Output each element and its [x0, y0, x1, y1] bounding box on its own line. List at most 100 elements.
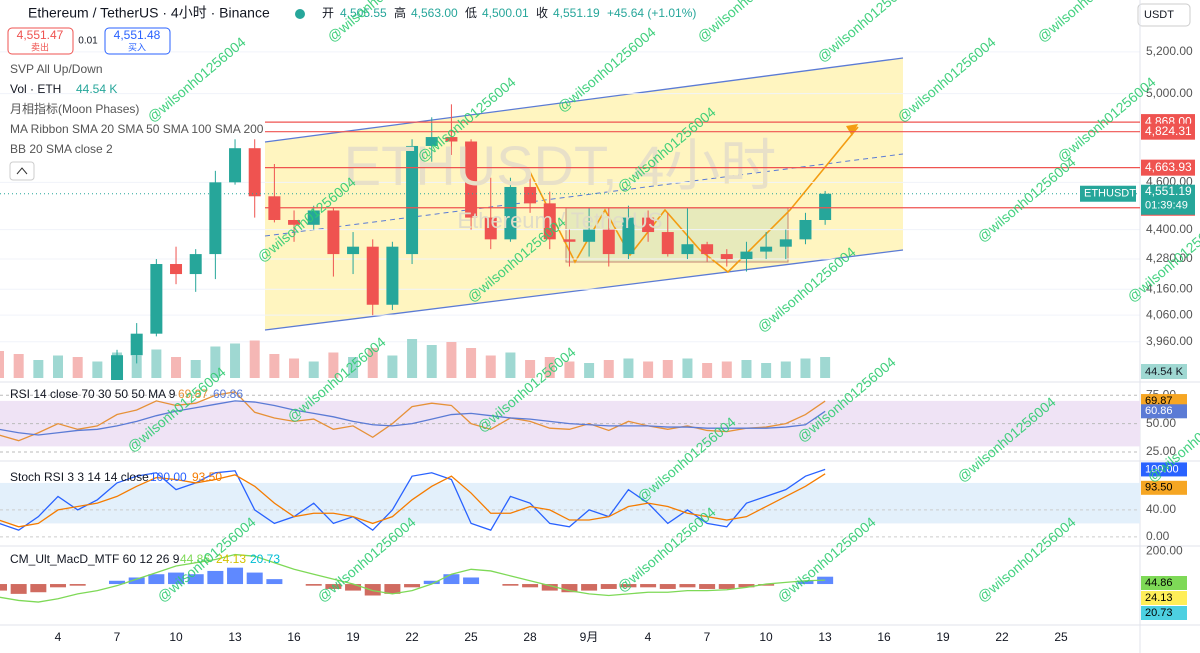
x-tick-label: 22: [995, 630, 1009, 644]
candle-body: [150, 264, 163, 334]
volume-bar: [308, 361, 319, 378]
value-tag: [1141, 480, 1187, 495]
volume-bar: [466, 348, 477, 378]
volume-bar: [72, 357, 83, 378]
value-tag-label: 60.86: [1145, 405, 1173, 417]
indicator-moon[interactable]: 月相指标(Moon Phases): [10, 101, 139, 116]
macd-hist: [207, 570, 224, 585]
macd-hist: [50, 584, 67, 588]
value-tag-label: 20.73: [1145, 607, 1173, 619]
sell-price[interactable]: 4,551.47: [17, 28, 64, 42]
x-tick-label: 16: [877, 630, 891, 644]
x-tick-label: 4: [645, 630, 652, 644]
volume-bar: [741, 360, 752, 378]
volume-tag-label: 44.54 K: [1145, 366, 1184, 378]
candle-body: [170, 264, 183, 275]
buy-price[interactable]: 4,551.48: [114, 28, 161, 42]
y-tick-label: 40.00: [1146, 502, 1176, 516]
macd-hist: [620, 584, 637, 588]
candle-body: [425, 137, 438, 146]
rsi-value: 69.87: [178, 387, 208, 401]
stoch-k: [0, 468, 826, 532]
indicator-ma[interactable]: MA Ribbon SMA 20 SMA 50 SMA 100 SMA 200: [10, 122, 264, 136]
open-label: 开: [322, 6, 334, 20]
sell-label[interactable]: 卖出: [31, 41, 49, 52]
candle-body: [209, 182, 222, 255]
value-tag: [1141, 462, 1187, 477]
indicator-svp[interactable]: SVP All Up/Down: [10, 62, 103, 76]
macd-hist-value: 44.86: [180, 552, 210, 566]
macd-hist: [423, 580, 440, 585]
watermark-main: ETHUSDT, 4小时: [344, 134, 777, 197]
volume-bar: [210, 346, 221, 378]
stoch-k-value: 100.00: [150, 470, 187, 484]
y-tick-label: 50.00: [1146, 416, 1176, 430]
x-tick-label: 10: [759, 630, 773, 644]
x-tick-label: 25: [464, 630, 478, 644]
candle-body: [307, 210, 320, 225]
macd-hist: [699, 584, 716, 589]
macd-hist: [384, 584, 401, 594]
volume-bar: [485, 355, 496, 378]
macd-hist: [345, 584, 362, 591]
macd-hist: [148, 574, 165, 585]
candle-body: [602, 229, 615, 255]
volume-bar: [0, 351, 4, 378]
volume-bar: [53, 355, 64, 378]
x-tick-label: 9月: [580, 630, 599, 644]
sell-button[interactable]: [7, 27, 74, 55]
macd-hist: [738, 584, 755, 588]
macd-hist: [640, 584, 657, 588]
volume-bar: [643, 361, 654, 378]
volume-bar: [348, 357, 359, 378]
candle-body: [465, 141, 478, 218]
candle-body: [799, 219, 812, 240]
candle-body: [583, 229, 596, 242]
indicator-bb[interactable]: BB 20 SMA close 2: [10, 142, 113, 156]
macd-hist: [69, 584, 86, 586]
open: 4,505.55: [340, 6, 387, 20]
high-label: 高: [394, 5, 406, 20]
buy-label[interactable]: 买入: [128, 42, 146, 52]
macd-hist: [404, 584, 421, 588]
x-tick-label: 22: [405, 630, 419, 644]
x-tick-label: 7: [114, 630, 121, 644]
indicator-vol[interactable]: Vol · ETH: [10, 82, 61, 96]
volume-bar: [328, 352, 339, 378]
currency-button[interactable]: [1137, 3, 1191, 27]
macd-hist: [522, 584, 539, 588]
volume-bar: [190, 360, 201, 378]
macd-hist: [581, 584, 598, 591]
change: +45.64 (+1.01%): [607, 6, 696, 20]
x-tick-label: 7: [704, 630, 711, 644]
macd-hist: [463, 577, 480, 585]
rsi-ma-value: 60.86: [213, 387, 243, 401]
symbol-tag: [1080, 185, 1136, 202]
candle-body: [779, 239, 792, 247]
value-tag: [1141, 576, 1187, 590]
low-label: 低: [465, 6, 477, 20]
macd-hist: [109, 580, 126, 585]
volume-bar: [446, 342, 457, 378]
macd-hist: [227, 567, 244, 585]
macd-hist: [305, 584, 322, 586]
symbol: Ethereum / TetherUS · 4小时 · Binance: [28, 5, 270, 21]
value-tag-label: 44.86: [1145, 577, 1173, 589]
symbol-tag-label: ETHUSDT: [1084, 188, 1136, 200]
volume-bar: [584, 363, 595, 378]
pane-title: CM_Ult_MacD_MTF 60 12 26 9: [10, 552, 180, 566]
x-tick-label: 13: [818, 630, 832, 644]
candle-body: [111, 355, 124, 380]
volume-bar: [131, 355, 142, 378]
y-tick-label: 25.00: [1146, 444, 1176, 458]
volume-bar: [564, 361, 575, 378]
macd-hist: [364, 584, 381, 596]
buy-button[interactable]: [104, 27, 171, 55]
collapse-button[interactable]: [9, 161, 35, 181]
level-tag: [1141, 159, 1195, 176]
macd-hist: [30, 584, 47, 593]
candle-body: [504, 186, 517, 240]
currency[interactable]: USDT: [1144, 9, 1174, 21]
macd-hist: [679, 584, 696, 588]
